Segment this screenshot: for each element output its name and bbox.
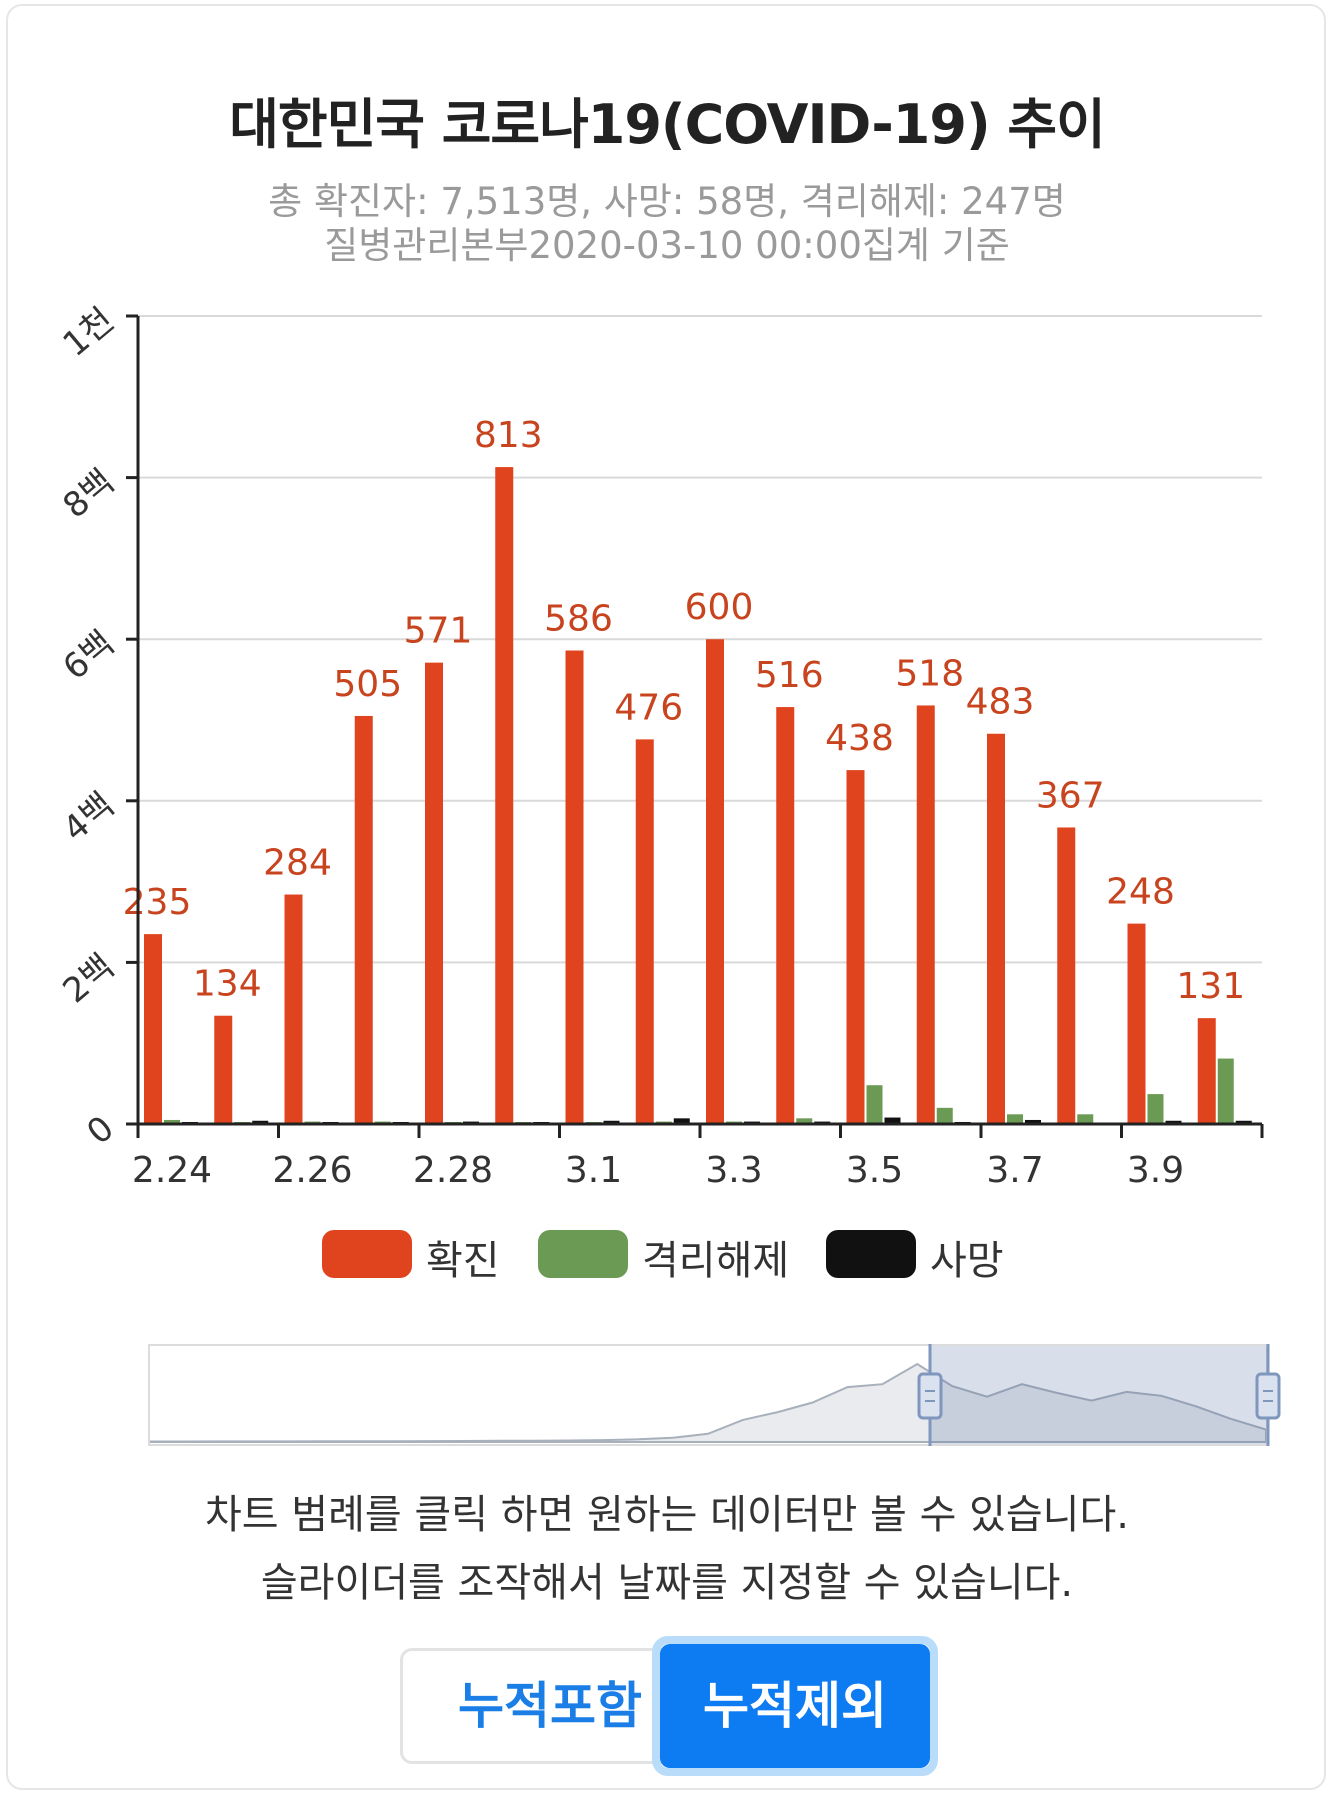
- bar-0-2.28: [425, 662, 443, 1124]
- y-tick-label: 1천: [56, 300, 122, 365]
- legend-label-deaths: 사망: [930, 1238, 1004, 1284]
- bar-0-2.25: [214, 1015, 233, 1124]
- summary-text: 총 확진자: 7,513명, 사망: 58명, 격리해제: 247명: [268, 180, 1066, 223]
- chart-card: [6, 4, 1326, 1790]
- bar-2-2.25: [252, 1120, 269, 1124]
- chart-legend: 확진 격리해제 사망: [0, 1226, 1334, 1286]
- data-label: 516: [755, 655, 824, 696]
- hint-slider: 슬라이더를 조작해서 날짜를 지정할 수 있습니다.: [260, 1560, 1074, 1606]
- y-tick-label: 6백: [56, 623, 122, 688]
- bar-0-3.1: [565, 650, 584, 1124]
- y-tick-label: 0: [79, 1108, 121, 1153]
- hint-legend: 차트 범례를 클릭 하면 원하는 데이터만 볼 수 있습니다.: [204, 1492, 1130, 1538]
- data-label: 600: [685, 587, 754, 628]
- bar-2-3.2: [673, 1118, 690, 1124]
- x-tick-label: 2.28: [413, 1150, 493, 1191]
- chart-subtitle: 총 확진자: 7,513명, 사망: 58명, 격리해제: 247명 질병관리본…: [0, 180, 1334, 268]
- data-label: 248: [1106, 872, 1175, 913]
- bar-0-3.2: [635, 739, 654, 1124]
- bar-1-3.7: [1007, 1114, 1023, 1124]
- bar-1-3.8: [1077, 1114, 1094, 1124]
- data-label: 438: [825, 718, 894, 759]
- bar-2-3.5: [884, 1117, 901, 1124]
- y-tick-label: 4백: [56, 785, 122, 850]
- data-label: 586: [544, 599, 613, 640]
- bar-1-3.9: [1147, 1094, 1164, 1124]
- bar-2-3.10: [1235, 1120, 1252, 1124]
- bar-0-2.26: [284, 894, 303, 1124]
- bar-2-3.9: [1165, 1120, 1182, 1124]
- legend-swatch-confirmed: [322, 1230, 412, 1278]
- y-tick-label: 2백: [56, 947, 122, 1012]
- x-tick-label: 2.24: [132, 1150, 212, 1191]
- bar-0-2.29: [495, 467, 514, 1124]
- cumulative-exclude-button[interactable]: 누적제외: [660, 1644, 930, 1768]
- data-label: 571: [404, 611, 473, 652]
- bar-1-3.10: [1217, 1058, 1234, 1124]
- x-tick-label: 3.9: [1127, 1150, 1184, 1191]
- data-label: 134: [193, 964, 262, 1005]
- data-label: 518: [895, 653, 964, 694]
- bar-1-3.5: [866, 1085, 883, 1124]
- data-label: 284: [263, 843, 332, 884]
- data-label: 476: [614, 687, 683, 728]
- bar-1-2.24: [164, 1119, 180, 1124]
- bar-0-2.24: [144, 934, 162, 1124]
- bar-0-3.10: [1197, 1018, 1216, 1124]
- bar-1-3.4: [796, 1118, 813, 1124]
- navigator-area-chart: [150, 1362, 1266, 1443]
- x-tick-label: 3.3: [705, 1150, 762, 1191]
- x-tick-label: 3.5: [846, 1150, 903, 1191]
- bar-0-3.7: [987, 733, 1005, 1124]
- bar-0-3.3: [706, 639, 724, 1124]
- range-navigator[interactable]: [148, 1344, 1268, 1446]
- active-button-focus-ring: [652, 1636, 938, 1776]
- bar-0-3.9: [1127, 923, 1146, 1124]
- source-text: 질병관리본부2020-03-10 00:00집계 기준: [324, 224, 1010, 267]
- data-label: 131: [1176, 966, 1245, 1007]
- data-label: 813: [474, 415, 543, 456]
- bar-0-3.8: [1057, 827, 1076, 1124]
- data-label: 505: [333, 664, 402, 705]
- data-label: 235: [123, 882, 192, 923]
- bar-0-3.5: [846, 770, 865, 1124]
- legend-label-confirmed: 확진: [426, 1238, 500, 1284]
- bar-0-2.27: [354, 715, 373, 1124]
- legend-swatch-released: [538, 1230, 628, 1278]
- legend-label-released: 격리해제: [642, 1238, 790, 1284]
- x-tick-label: 2.26: [272, 1150, 352, 1191]
- data-label: 483: [966, 682, 1035, 723]
- x-tick-label: 3.1: [565, 1150, 622, 1191]
- chart-title: 대한민국 코로나19(COVID-19) 추이: [229, 93, 1106, 156]
- bar-2-3.1: [603, 1120, 620, 1124]
- bar-2-3.7: [1025, 1119, 1041, 1124]
- data-label: 367: [1036, 775, 1105, 816]
- bar-0-3.6: [916, 705, 935, 1124]
- legend-swatch-deaths: [826, 1230, 916, 1278]
- bar-1-3.6: [936, 1107, 953, 1124]
- y-tick-label: 8백: [56, 462, 122, 527]
- x-tick-label: 3.7: [986, 1150, 1043, 1191]
- bar-0-3.4: [776, 707, 795, 1124]
- navigator-area: [150, 1362, 1266, 1443]
- cumulative-include-button[interactable]: 누적포함: [400, 1648, 700, 1764]
